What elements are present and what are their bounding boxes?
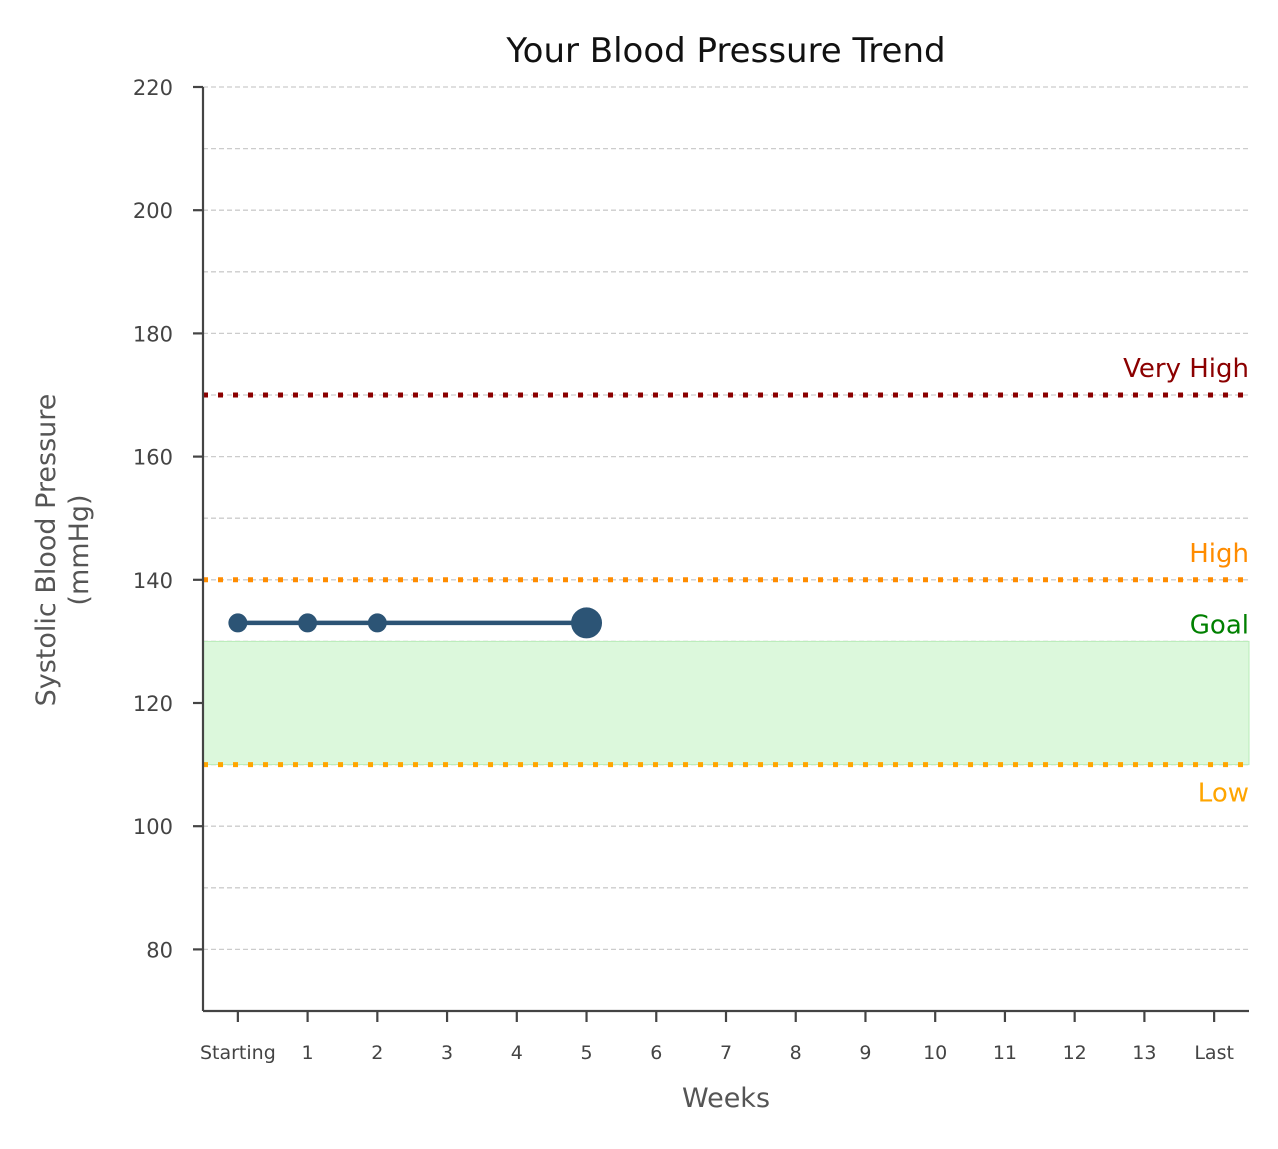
- y-tick-label: 120: [133, 692, 173, 716]
- chart-title: Your Blood Pressure Trend: [505, 31, 945, 71]
- x-axis-label: Weeks: [682, 1083, 770, 1114]
- x-tick-label: 6: [650, 1042, 662, 1064]
- x-tick-label: 10: [923, 1042, 947, 1064]
- goal-band-label: Goal: [1190, 610, 1249, 640]
- x-tick-label: 7: [720, 1042, 732, 1064]
- y-axis-label-line-1: Systolic Blood Pressure: [31, 394, 62, 707]
- x-tick-label: 8: [790, 1042, 802, 1064]
- y-tick-label: 80: [146, 938, 173, 962]
- x-tick-label: 4: [511, 1042, 523, 1064]
- data-point: [228, 613, 248, 633]
- y-tick-label: 100: [133, 815, 173, 839]
- x-tick-label: 9: [859, 1042, 871, 1064]
- y-axis-label-line-2: (mmHg): [64, 494, 95, 605]
- x-tick-label: 13: [1132, 1042, 1156, 1064]
- y-tick-label: 180: [133, 322, 173, 346]
- x-tick-label: 3: [441, 1042, 453, 1064]
- y-tick-label: 160: [133, 446, 173, 470]
- y-tick-label: 200: [133, 199, 173, 223]
- x-tick-label: Last: [1194, 1042, 1234, 1064]
- x-tick-label: 1: [302, 1042, 314, 1064]
- x-tick-label: Starting: [200, 1042, 276, 1064]
- x-tick-label: 12: [1063, 1042, 1087, 1064]
- threshold-label: Very High: [1123, 354, 1249, 384]
- goal-band: [202, 640, 1250, 766]
- data-point: [367, 613, 387, 633]
- threshold-label: Low: [1198, 779, 1249, 809]
- latest-data-point: [571, 607, 603, 639]
- y-tick-label: 140: [133, 569, 173, 593]
- x-tick-label: 5: [580, 1042, 592, 1064]
- x-tick-label: 2: [371, 1042, 383, 1064]
- data-point: [298, 613, 318, 633]
- x-tick-label: 11: [993, 1042, 1017, 1064]
- y-tick-label: 220: [133, 76, 173, 100]
- threshold-label: High: [1189, 539, 1249, 569]
